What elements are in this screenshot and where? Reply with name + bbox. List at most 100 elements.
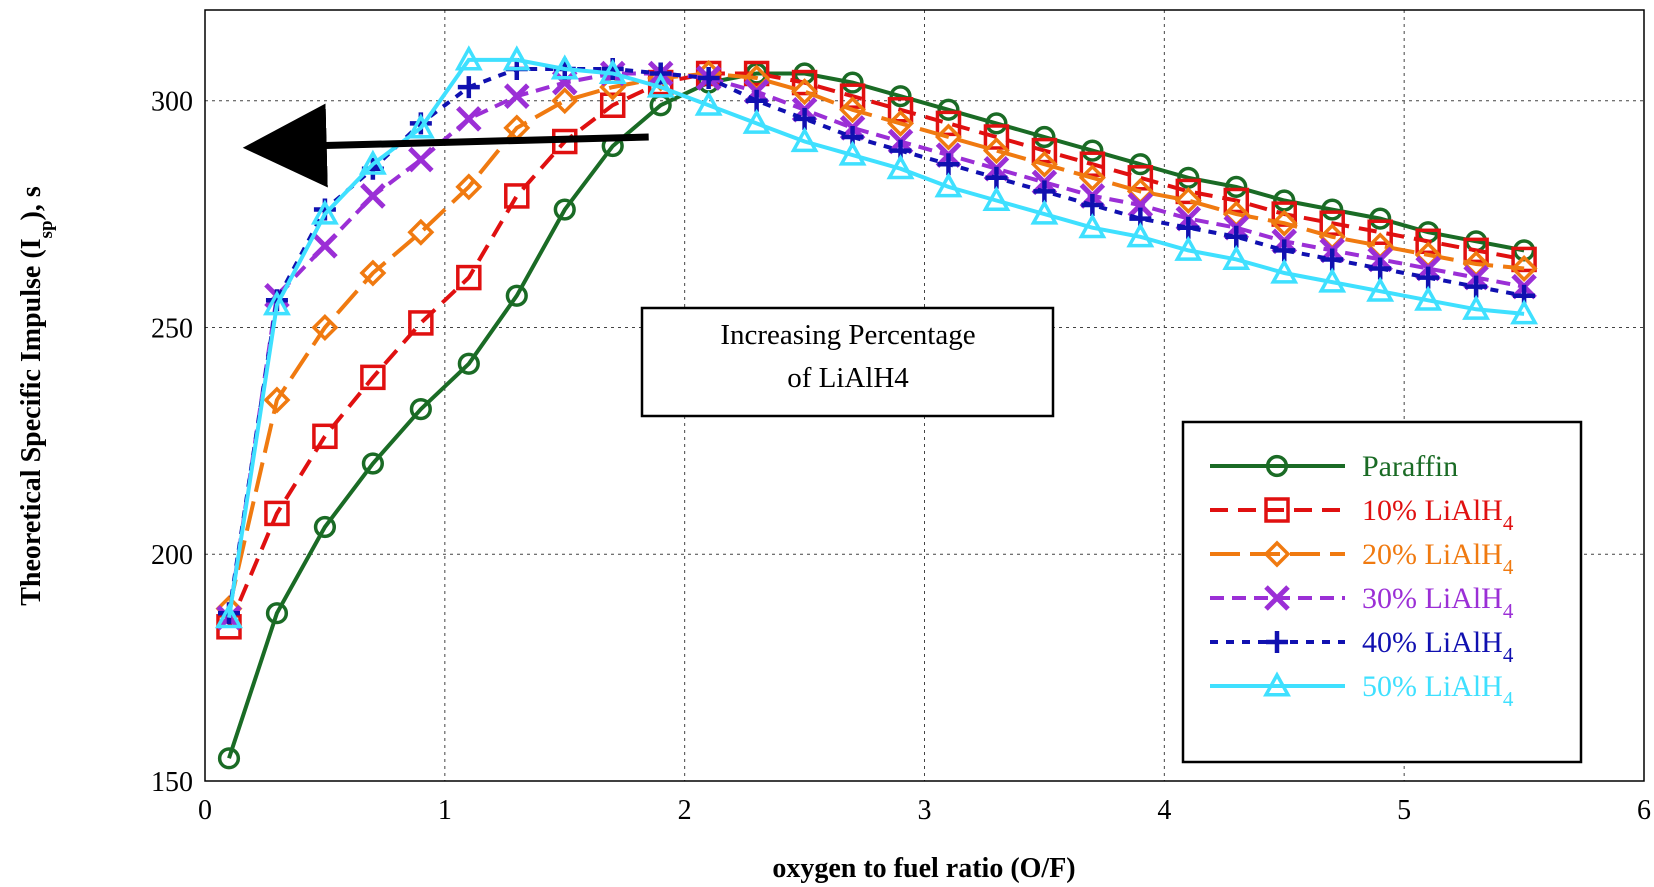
data-point — [263, 386, 291, 414]
data-point — [985, 112, 1008, 135]
data-point — [1369, 257, 1392, 280]
data-point — [1127, 192, 1154, 218]
legend-label-main: 10% LiAlH — [1362, 494, 1503, 527]
data-point — [934, 172, 963, 198]
data-point — [1175, 178, 1202, 205]
data-point — [456, 106, 482, 132]
legend-label: Paraffin — [1362, 450, 1458, 483]
x-tick-label: 5 — [1397, 795, 1411, 826]
y-tick-label: 250 — [151, 313, 193, 344]
data-point — [886, 154, 915, 180]
data-point — [839, 83, 866, 109]
data-point — [1127, 165, 1154, 191]
data-point — [455, 173, 483, 201]
legend-label: 30% LiAlH4 — [1362, 582, 1514, 623]
data-point — [551, 87, 579, 115]
data-point — [407, 218, 435, 246]
data-point — [1318, 267, 1347, 293]
data-point — [1174, 235, 1203, 261]
legend-entry: 10% LiAlH4 — [1210, 494, 1514, 535]
plot-frame — [204, 9, 1645, 782]
data-point — [1510, 255, 1538, 282]
data-point — [1033, 125, 1056, 149]
data-point — [311, 313, 339, 341]
legend-label-main: Paraffin — [1362, 450, 1458, 483]
data-point — [1463, 237, 1489, 264]
data-point — [1319, 210, 1345, 236]
data-point — [264, 500, 290, 527]
data-point — [937, 98, 960, 121]
x-axis-title: oxygen to fuel ratio (O/F) — [772, 853, 1075, 884]
x-tick-label: 0 — [198, 795, 212, 826]
x-tick-label: 1 — [438, 795, 452, 826]
data-point — [839, 96, 867, 124]
data-point — [985, 166, 1008, 189]
legend-entry: 40% LiAlH4 — [1210, 626, 1514, 667]
y-tick-label: 300 — [151, 87, 193, 118]
data-point — [215, 603, 243, 629]
data-point — [217, 747, 241, 770]
data-point — [887, 109, 914, 137]
data-point — [743, 60, 770, 87]
legend-label-main: 50% LiAlH — [1362, 670, 1503, 703]
data-point — [1129, 153, 1152, 176]
y-axis-title-main: Theoretical Specific Impulse (I — [16, 238, 47, 605]
x-tick-label: 6 — [1637, 795, 1651, 826]
legend-entry: Paraffin — [1210, 450, 1458, 483]
data-point — [1321, 198, 1344, 221]
data-point — [409, 398, 432, 421]
data-point — [793, 107, 816, 130]
data-point — [361, 452, 384, 475]
data-point — [502, 45, 531, 71]
data-point — [1030, 150, 1058, 178]
data-point — [262, 290, 291, 316]
data-point — [935, 123, 962, 151]
data-point — [310, 199, 339, 225]
legend-marker — [1264, 585, 1290, 611]
data-point — [697, 67, 720, 90]
data-point — [887, 97, 914, 123]
data-point — [312, 423, 338, 450]
data-point — [553, 198, 576, 221]
data-point — [456, 264, 482, 291]
data-point — [742, 108, 771, 134]
data-point — [790, 126, 819, 153]
data-point — [550, 54, 579, 80]
data-point — [889, 85, 912, 108]
legend-marker — [1263, 540, 1291, 568]
data-point — [1367, 219, 1393, 245]
legend-label-subscript: 4 — [1503, 555, 1514, 579]
legend-label: 50% LiAlH4 — [1362, 670, 1514, 711]
annotation-line-1: Increasing Percentage — [720, 319, 975, 351]
legend-entry: 20% LiAlH4 — [1210, 538, 1514, 579]
y-axis-title-subscript: sp — [36, 220, 57, 238]
series-line — [227, 67, 1525, 614]
data-point — [1078, 213, 1107, 239]
x-tick-label: 2 — [678, 795, 692, 826]
y-tick-label: 200 — [151, 540, 193, 571]
annotation-line-2: of LiAlH4 — [787, 362, 909, 394]
data-point — [1366, 276, 1395, 302]
data-point — [694, 90, 723, 116]
data-point — [1511, 246, 1537, 273]
data-point — [841, 71, 864, 94]
y-axis-title-suffix: ), s — [16, 186, 47, 220]
data-point — [935, 110, 962, 137]
data-point — [983, 124, 1010, 150]
data-point — [406, 113, 435, 139]
series-line — [227, 71, 1525, 610]
data-point — [1321, 248, 1344, 271]
data-point — [313, 515, 337, 539]
data-point — [1174, 187, 1202, 214]
data-point — [1126, 222, 1155, 248]
data-point — [359, 259, 387, 287]
data-point — [1270, 209, 1298, 237]
data-point — [408, 146, 434, 173]
data-point — [1415, 228, 1441, 255]
legend-marker — [1266, 631, 1288, 653]
data-point — [408, 310, 434, 336]
data-point — [1079, 151, 1106, 177]
data-point — [791, 69, 818, 96]
